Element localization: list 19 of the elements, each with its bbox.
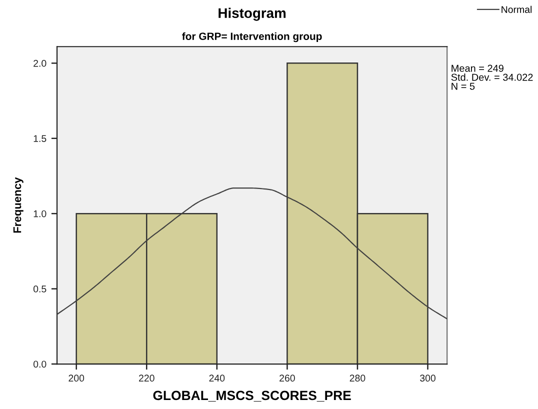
x-tick-label: 240	[209, 374, 225, 382]
x-tick-label: 260	[280, 374, 295, 382]
x-tick-label: 220	[139, 374, 154, 382]
text: Std. Dev. = 34.022	[451, 73, 533, 81]
x-tick-label: 200	[68, 374, 84, 382]
x-tick-label: 300	[420, 374, 436, 382]
y-tick-label: 0.5	[33, 286, 46, 292]
chart-subtitle: for GRP= Intervention group	[182, 32, 322, 42]
legend-label: Normal	[502, 6, 532, 13]
y-axis-title: Frequency	[13, 177, 24, 233]
text: N = 5	[452, 82, 475, 90]
x-axis-title: GLOBAL_MSCS_SCORES_PRE	[153, 390, 351, 402]
y-tick-label: 1.5	[34, 135, 46, 142]
y-tick-label: 0.0	[33, 360, 46, 368]
x-tick-label: 280	[350, 374, 366, 382]
chart-title: Histogram	[218, 8, 286, 21]
text: Mean = 249	[452, 64, 504, 72]
y-tick-label: 1.0	[34, 210, 46, 218]
y-tick-label: 2.0	[34, 60, 46, 67]
